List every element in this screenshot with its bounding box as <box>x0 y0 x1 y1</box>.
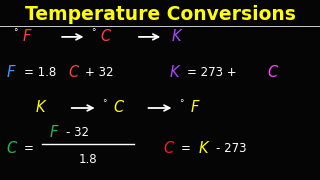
Text: C: C <box>69 65 79 80</box>
Text: K: K <box>170 65 179 80</box>
Text: F: F <box>190 100 199 116</box>
Text: =: = <box>24 142 34 155</box>
Text: =: = <box>181 142 191 155</box>
Text: Temperature Conversions: Temperature Conversions <box>25 4 295 24</box>
Text: °: ° <box>91 28 96 37</box>
Text: K: K <box>198 141 208 156</box>
Text: C: C <box>267 65 277 80</box>
Text: + 32: + 32 <box>85 66 113 79</box>
Text: - 273: - 273 <box>216 142 246 155</box>
Text: 1.8: 1.8 <box>79 153 97 166</box>
Text: - 32: - 32 <box>66 126 89 139</box>
Text: K: K <box>35 100 45 116</box>
Text: F: F <box>22 29 31 44</box>
Text: C: C <box>163 141 173 156</box>
Text: C: C <box>114 100 124 116</box>
Text: = 273 +: = 273 + <box>187 66 237 79</box>
Text: F: F <box>6 65 15 80</box>
Text: K: K <box>171 29 181 44</box>
Text: = 1.8: = 1.8 <box>24 66 56 79</box>
Text: °: ° <box>102 99 107 108</box>
Text: C: C <box>6 141 17 156</box>
Text: °: ° <box>13 28 17 37</box>
Text: C: C <box>101 29 111 44</box>
Text: °: ° <box>179 99 184 108</box>
Text: F: F <box>50 125 58 140</box>
